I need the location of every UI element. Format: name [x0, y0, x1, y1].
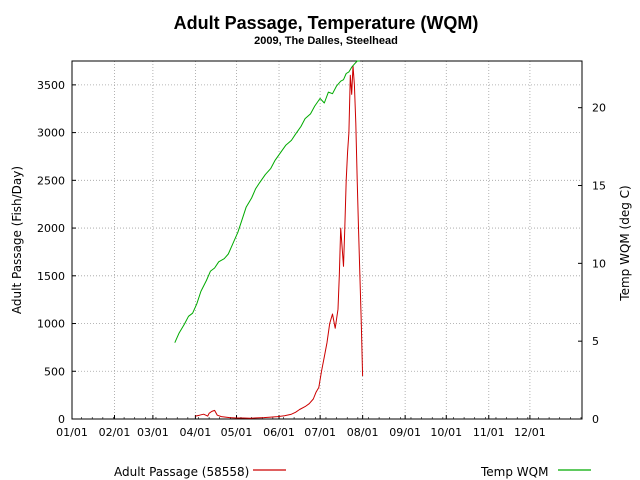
grid-layer: [72, 61, 582, 419]
legend-label-adult-passage: Adult Passage (58558): [114, 465, 249, 479]
x-tick-label: 06/01: [263, 426, 295, 439]
y-right-tick-label: 15: [592, 180, 606, 193]
x-tick-label: 10/01: [430, 426, 462, 439]
x-tick-label: 01/01: [56, 426, 88, 439]
adult-passage-line: [195, 65, 364, 419]
y-left-tick-label: 500: [44, 365, 65, 378]
y-right-tick-label: 20: [592, 102, 606, 115]
x-tick-label: 11/01: [473, 426, 505, 439]
y-left-tick-label: 0: [58, 413, 65, 426]
y-right-tick-label: 0: [592, 413, 599, 426]
x-tick-label: 03/01: [137, 426, 169, 439]
tick-layer: 01/01 02/01 03/01 04/01 05/01 06/01 07/01 08/01…: [37, 79, 606, 439]
y-left-tick-label: 2500: [37, 174, 65, 187]
legend: Adult Passage (58558) Temp WQM: [114, 465, 591, 479]
right-y-axis-label: Temp WQM (deg C): [618, 185, 632, 301]
x-tick-label: 09/01: [389, 426, 421, 439]
y-left-tick-label: 1000: [37, 318, 65, 331]
x-tick-label: 02/01: [99, 426, 131, 439]
chart-subtitle: 2009, The Dalles, Steelhead: [254, 35, 398, 47]
chart-title: Adult Passage, Temperature (WQM): [174, 13, 479, 33]
x-tick-label: 04/01: [180, 426, 212, 439]
y-left-tick-label: 1500: [37, 270, 65, 283]
temp-wqm-line: [174, 60, 360, 343]
y-left-tick-label: 2000: [37, 222, 65, 235]
x-tick-label: 12/01: [514, 426, 546, 439]
x-tick-label: 05/01: [221, 426, 253, 439]
y-right-tick-label: 5: [592, 335, 599, 348]
x-tick-label: 07/01: [304, 426, 336, 439]
series-layer: [174, 60, 364, 419]
left-y-axis-label: Adult Passage (Fish/Day): [10, 166, 24, 314]
plot-frame: [71, 60, 583, 420]
legend-label-temp-wqm: Temp WQM: [480, 465, 548, 479]
y-left-tick-label: 3500: [37, 79, 65, 92]
y-left-tick-label: 3000: [37, 127, 65, 140]
x-tick-label: 08/01: [347, 426, 379, 439]
y-right-tick-label: 10: [592, 257, 606, 270]
